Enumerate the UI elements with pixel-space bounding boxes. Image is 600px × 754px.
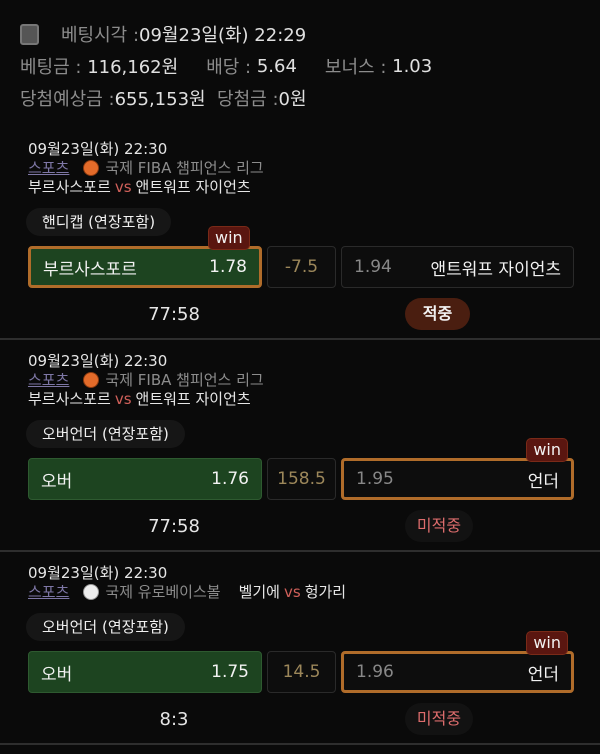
market-label: 오버언더 (연장포함) bbox=[26, 613, 185, 641]
home-odds: 1.76 bbox=[211, 469, 249, 489]
league-name: 국제 FIBA 챔피언스 리그 bbox=[105, 371, 264, 389]
bet-card: 09월23일(화) 22:30 스포츠 국제 유로베이스볼 벨기에 vs 헝가리 오버언… bbox=[0, 552, 600, 745]
bet-summary: 베팅시각 : 09월23일(화) 22:29 베팅금 : 116,162원 배당… bbox=[20, 18, 580, 114]
basketball-icon bbox=[83, 160, 100, 176]
away-odds-button[interactable]: 1.96 언더 bbox=[341, 651, 574, 693]
teams-line: 부르사스포르 vs 앤트워프 자이언츠 bbox=[28, 390, 600, 409]
home-team: 벨기에 bbox=[238, 583, 280, 601]
match-datetime: 09월23일(화) 22:30 bbox=[28, 564, 168, 582]
line-value: 14.5 bbox=[267, 651, 336, 693]
home-odds-button[interactable]: 부르사스포르 1.78 bbox=[28, 246, 262, 288]
market-label: 핸디캡 (연장포함) bbox=[26, 208, 172, 236]
odds-row: 부르사스포르 1.78 -7.5 1.94 앤트워프 자이언츠 win bbox=[28, 226, 574, 288]
vs-label: vs bbox=[114, 178, 132, 196]
result-badge: 미적중 bbox=[405, 510, 473, 542]
vs-label: vs bbox=[283, 583, 301, 601]
sport-link[interactable]: 스포츠 bbox=[28, 583, 70, 601]
home-option: 부르사스포르 bbox=[43, 259, 137, 280]
home-option: 오버 bbox=[41, 664, 73, 685]
stake: 116,162원 bbox=[87, 57, 179, 78]
bet-card: 09월23일(화) 22:30 스포츠 국제 FIBA 챔피언스 리그 부르사스포… bbox=[0, 340, 600, 552]
away-team: 앤트워프 자이언츠 bbox=[135, 390, 251, 408]
bet-time-label: 베팅시각 : bbox=[61, 25, 140, 46]
league-name: 국제 FIBA 챔피언스 리그 bbox=[105, 159, 264, 177]
result-badge: 미적중 bbox=[405, 703, 473, 735]
sport-link[interactable]: 스포츠 bbox=[28, 371, 70, 389]
win-badge: win bbox=[208, 226, 250, 250]
odds: 5.64 bbox=[256, 55, 297, 77]
home-odds-button[interactable]: 오버 1.76 bbox=[28, 458, 262, 500]
result-badge: 적중 bbox=[405, 298, 470, 330]
sport-link[interactable]: 스포츠 bbox=[28, 159, 70, 177]
home-odds-button[interactable]: 오버 1.75 bbox=[28, 651, 262, 693]
teams-line: 부르사스포르 vs 앤트워프 자이언츠 bbox=[28, 178, 600, 197]
final-score: 77:58 bbox=[148, 303, 200, 325]
league-line: 스포츠 국제 FIBA 챔피언스 리그 bbox=[28, 371, 600, 390]
home-odds: 1.78 bbox=[209, 257, 247, 277]
expected-payout: 655,153원 bbox=[114, 89, 206, 110]
away-option: 앤트워프 자이언츠 bbox=[430, 259, 561, 280]
line-value: 158.5 bbox=[267, 458, 336, 500]
odds-row: 오버 1.76 158.5 1.95 언더 win bbox=[28, 438, 574, 500]
baseball-icon bbox=[83, 584, 100, 600]
select-checkbox[interactable] bbox=[20, 23, 39, 45]
market-label: 오버언더 (연장포함) bbox=[26, 420, 185, 448]
league-line: 스포츠 국제 유로베이스볼 벨기에 vs 헝가리 bbox=[28, 583, 600, 602]
winnings: 0원 bbox=[278, 89, 307, 110]
result-row: 77:58 적중 bbox=[28, 298, 574, 330]
stake-label: 베팅금 : bbox=[20, 57, 82, 78]
win-badge: win bbox=[526, 438, 568, 462]
home-team: 부르사스포르 bbox=[28, 390, 111, 408]
away-odds: 1.94 bbox=[354, 257, 392, 277]
away-odds-button[interactable]: 1.95 언더 bbox=[341, 458, 574, 500]
bonus: 1.03 bbox=[392, 55, 433, 77]
away-option: 언더 bbox=[527, 664, 559, 685]
bet-list: 09월23일(화) 22:30 스포츠 국제 FIBA 챔피언스 리그 부르사스포… bbox=[0, 128, 600, 745]
final-score: 8:3 bbox=[159, 708, 189, 730]
odds-label: 배당 : bbox=[206, 57, 252, 78]
win-badge: win bbox=[526, 631, 568, 655]
away-odds: 1.96 bbox=[356, 662, 394, 682]
league-line: 스포츠 국제 FIBA 챔피언스 리그 bbox=[28, 159, 600, 178]
league-name: 국제 유로베이스볼 bbox=[105, 583, 221, 601]
bonus-label: 보너스 : bbox=[324, 57, 387, 78]
final-score: 77:58 bbox=[148, 515, 200, 537]
home-odds: 1.75 bbox=[211, 662, 249, 682]
line-value: -7.5 bbox=[267, 246, 336, 288]
result-row: 8:3 미적중 bbox=[28, 703, 574, 735]
basketball-icon bbox=[83, 372, 100, 388]
bet-card: 09월23일(화) 22:30 스포츠 국제 FIBA 챔피언스 리그 부르사스포… bbox=[0, 128, 600, 340]
home-option: 오버 bbox=[41, 471, 73, 492]
away-option: 언더 bbox=[527, 471, 559, 492]
away-team: 앤트워프 자이언츠 bbox=[135, 178, 251, 196]
expected-label: 당첨예상금 : bbox=[20, 89, 115, 110]
bet-time: 09월23일(화) 22:29 bbox=[139, 25, 307, 46]
away-odds: 1.95 bbox=[356, 469, 394, 489]
match-datetime: 09월23일(화) 22:30 bbox=[28, 352, 168, 370]
away-odds-button[interactable]: 1.94 앤트워프 자이언츠 bbox=[341, 246, 574, 288]
odds-row: 오버 1.75 14.5 1.96 언더 win bbox=[28, 631, 574, 693]
home-team: 부르사스포르 bbox=[28, 178, 111, 196]
result-row: 77:58 미적중 bbox=[28, 510, 574, 542]
away-team: 헝가리 bbox=[304, 583, 347, 601]
match-datetime: 09월23일(화) 22:30 bbox=[28, 140, 168, 158]
winnings-label: 당첨금 : bbox=[217, 89, 279, 110]
vs-label: vs bbox=[114, 390, 132, 408]
